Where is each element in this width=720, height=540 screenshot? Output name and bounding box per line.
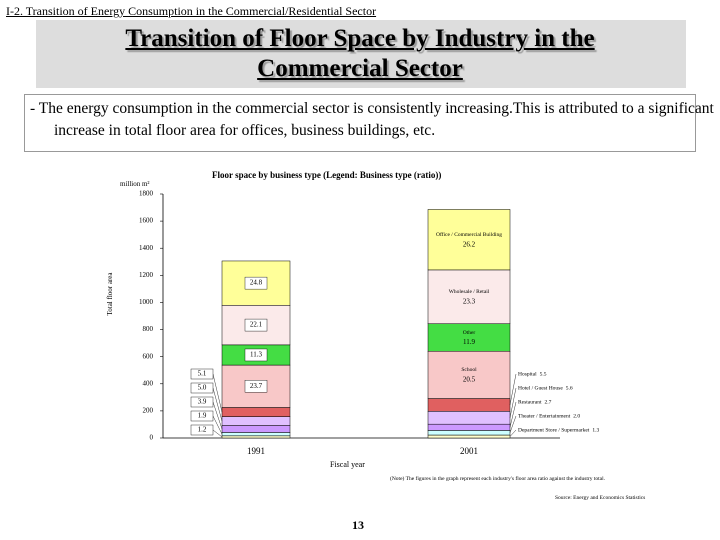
bar-segment xyxy=(427,434,511,439)
chart-title: Floor space by business type (Legend: Bu… xyxy=(212,170,442,180)
series-name: School xyxy=(461,367,477,373)
ratio-label: 23.3 xyxy=(463,297,476,305)
page-number: 13 xyxy=(352,518,364,532)
ratio-label: 5.1 xyxy=(198,370,207,378)
y-axis-label: Total floor area xyxy=(106,272,114,316)
title-box xyxy=(36,20,686,88)
leader-line xyxy=(509,373,517,405)
y-tick-label: 200 xyxy=(143,406,154,414)
bar-segment xyxy=(427,209,511,271)
label-box xyxy=(244,318,268,332)
ratio-label: 5.5 xyxy=(540,371,547,377)
bar-segment xyxy=(221,407,291,417)
ratio-label: 1.9 xyxy=(198,412,207,420)
series-name: Restaurant xyxy=(518,399,542,405)
bar-segment xyxy=(427,350,511,399)
ratio-label: 3.9 xyxy=(198,398,207,406)
bar-segment xyxy=(427,423,511,431)
bar-segment xyxy=(221,435,291,439)
bullet-box xyxy=(24,94,696,152)
leader-line xyxy=(212,373,223,413)
leader-line xyxy=(509,429,517,437)
section-header: I-2. Transition of Energy Consumption in… xyxy=(6,4,377,18)
ratio-label: 26.2 xyxy=(463,240,476,248)
y-tick-label: 800 xyxy=(143,325,154,333)
ratio-label: 2.0 xyxy=(573,413,580,419)
ratio-label: 24.8 xyxy=(250,279,263,287)
y-tick-label: 400 xyxy=(143,379,154,387)
label-box xyxy=(244,348,268,362)
ratio-label: 5.0 xyxy=(198,384,207,392)
x-tick-label: 2001 xyxy=(460,446,478,456)
series-name: Hotel / Guest House xyxy=(518,385,563,391)
label-box xyxy=(190,410,214,422)
source: Source: Energy and Economics Statistics xyxy=(555,495,646,501)
leader-line xyxy=(212,387,223,422)
bar-segment xyxy=(221,432,291,437)
series-name: Other xyxy=(463,330,476,336)
x-axis-label: Fiscal year xyxy=(330,460,365,469)
ratio-label: 5.6 xyxy=(566,385,573,391)
y-tick-label: 1800 xyxy=(139,190,154,198)
y-tick-label: 0 xyxy=(150,434,154,442)
x-tick-label: 1991 xyxy=(247,446,265,456)
ratio-label: 22.1 xyxy=(250,321,263,329)
label-box xyxy=(190,424,214,436)
bar-segment xyxy=(427,269,511,324)
bullet-text: - The energy consumption in the commerci… xyxy=(30,100,714,139)
series-name: Wholesale / Retail xyxy=(449,289,490,295)
series-name: Department Store / Supermarket xyxy=(518,427,590,433)
y-tick-label: 1200 xyxy=(139,271,154,279)
label-box xyxy=(244,380,268,393)
bar-segment xyxy=(221,416,291,426)
ratio-label: 2.7 xyxy=(545,399,552,405)
y-tick-label: 600 xyxy=(143,352,154,360)
ratio-label: 1.2 xyxy=(198,426,207,434)
ratio-label: 23.7 xyxy=(250,382,263,390)
series-name: Theater / Entertainment xyxy=(518,413,571,419)
slide-title: Transition of Floor Space by Industry in… xyxy=(125,25,595,82)
leader-line xyxy=(509,387,517,418)
bar-segment xyxy=(427,430,511,436)
label-box xyxy=(190,396,214,408)
leader-line xyxy=(509,415,517,433)
leader-line xyxy=(212,415,223,435)
series-name: Hospital xyxy=(518,371,537,377)
leader-line xyxy=(212,401,223,430)
label-box xyxy=(190,382,214,394)
note: (Note) The figures in the graph represen… xyxy=(390,476,606,482)
series-name: Office / Commercial Building xyxy=(436,231,502,238)
leader-line xyxy=(212,429,223,438)
ratio-label: 20.5 xyxy=(463,376,476,384)
ratio-label: 1.3 xyxy=(592,427,599,433)
label-box xyxy=(244,276,268,290)
y-unit: million m² xyxy=(120,180,150,188)
bar-segment xyxy=(427,411,511,425)
ratio-label: 11.9 xyxy=(463,338,475,346)
y-tick-label: 1600 xyxy=(139,217,154,225)
y-tick-label: 1000 xyxy=(139,298,154,306)
bar-segment xyxy=(221,425,291,433)
bar-segment xyxy=(427,323,511,352)
bar-segment xyxy=(427,398,511,412)
ratio-label: 11.3 xyxy=(250,351,262,359)
y-tick-label: 1400 xyxy=(139,244,154,252)
leader-line xyxy=(509,401,517,428)
label-box xyxy=(190,368,214,380)
